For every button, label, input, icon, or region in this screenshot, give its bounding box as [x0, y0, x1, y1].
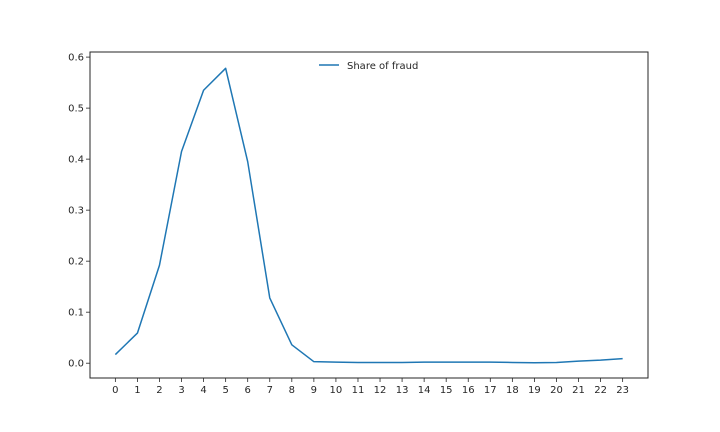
x-tick-label: 22 [594, 385, 607, 396]
x-tick-label: 14 [418, 385, 431, 396]
x-tick-label: 0 [112, 385, 118, 396]
x-tick-label: 12 [374, 385, 387, 396]
y-axis: 0.0 0.1 0.2 0.3 0.4 0.5 0.6 [68, 53, 90, 370]
x-tick-label: 3 [178, 385, 184, 396]
x-tick-label: 4 [200, 385, 206, 396]
legend: Share of fraud [319, 61, 418, 72]
x-tick-label: 2 [156, 385, 162, 396]
x-tick-label: 18 [506, 385, 519, 396]
x-tick-label: 6 [245, 385, 251, 396]
x-tick-label: 7 [267, 385, 273, 396]
x-tick-label: 19 [528, 385, 541, 396]
y-tick-label: 0.2 [68, 257, 84, 268]
x-tick-label: 20 [550, 385, 563, 396]
x-tick-label: 11 [352, 385, 365, 396]
legend-label: Share of fraud [347, 61, 418, 72]
x-tick-label: 8 [289, 385, 295, 396]
x-tick-label: 23 [616, 385, 629, 396]
plot-frame [89, 51, 649, 379]
y-tick-label: 0.0 [68, 359, 84, 370]
x-axis: 0 1 2 3 4 5 6 7 8 9 10 11 12 13 14 15 16 17 18 19 20 21 22 23 [112, 378, 629, 396]
y-tick-label: 0.6 [68, 53, 84, 64]
x-tick-label: 10 [330, 385, 343, 396]
x-tick-label: 21 [572, 385, 585, 396]
x-tick-label: 15 [440, 385, 453, 396]
y-tick-label: 0.4 [68, 155, 84, 166]
x-tick-label: 17 [484, 385, 497, 396]
y-tick-label: 0.3 [68, 206, 84, 217]
y-tick-label: 0.1 [68, 308, 84, 319]
x-tick-label: 1 [134, 385, 140, 396]
x-tick-label: 13 [396, 385, 409, 396]
x-tick-label: 5 [222, 385, 228, 396]
y-tick-label: 0.5 [68, 104, 84, 115]
x-tick-label: 9 [311, 385, 317, 396]
series-layer [114, 67, 623, 364]
series-line [114, 67, 623, 364]
x-tick-label: 16 [462, 385, 475, 396]
